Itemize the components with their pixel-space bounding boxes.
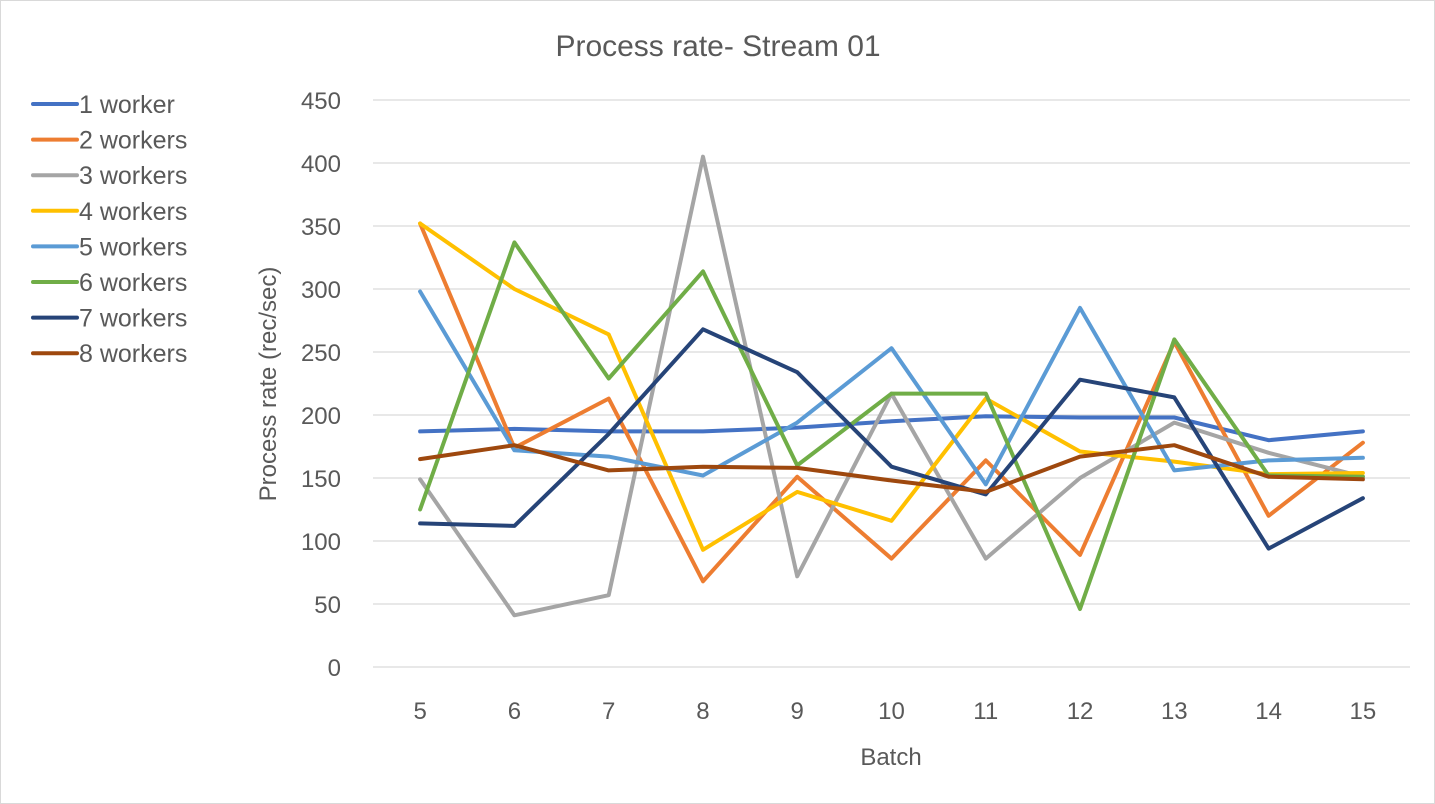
x-tick-label: 14 — [1255, 698, 1282, 725]
chart-title: Process rate- Stream 01 — [555, 30, 880, 63]
y-tick-label: 300 — [301, 277, 341, 304]
legend-item: 6 workers — [31, 269, 187, 297]
legend-label: 3 workers — [79, 162, 187, 190]
series-line-4 — [418, 221, 1365, 552]
y-tick-label: 350 — [301, 214, 341, 241]
x-tick-label: 8 — [696, 698, 709, 725]
x-tick-label: 12 — [1067, 698, 1094, 725]
legend-label: 7 workers — [79, 305, 187, 333]
legend-item: 4 workers — [31, 198, 187, 226]
x-axis-ticks: 5 6 7 8 9 10 11 12 13 14 15 — [413, 698, 1376, 725]
legend-label: 8 workers — [79, 340, 187, 368]
legend-label: 2 workers — [79, 127, 187, 155]
legend-label: 6 workers — [79, 269, 187, 297]
legend-item: 1 worker — [31, 91, 175, 119]
legend: 1 worker 2 workers 3 workers 4 workers 5 wor… — [31, 91, 187, 368]
legend-item: 8 workers — [31, 340, 187, 368]
y-tick-label: 200 — [301, 403, 341, 430]
y-tick-label: 150 — [301, 466, 341, 493]
x-tick-label: 6 — [508, 698, 521, 725]
x-tick-label: 13 — [1161, 698, 1188, 725]
legend-item: 3 workers — [31, 162, 187, 190]
series-line-1 — [418, 414, 1365, 443]
y-tick-label: 0 — [328, 655, 341, 682]
y-tick-label: 400 — [301, 151, 341, 178]
y-axis-ticks: 0 50 100 150 200 250 300 350 400 450 — [301, 88, 341, 682]
x-axis-title: Batch — [860, 744, 921, 771]
x-tick-label: 11 — [973, 698, 998, 725]
series-line-8 — [418, 443, 1365, 494]
series-line-5 — [418, 289, 1365, 487]
y-tick-label: 50 — [314, 592, 341, 619]
y-tick-label: 250 — [301, 340, 341, 367]
series-line-6 — [418, 240, 1365, 611]
x-tick-label: 5 — [413, 698, 426, 725]
y-axis-title: Process rate (rec/sec) — [255, 267, 282, 502]
legend-label: 5 workers — [79, 233, 187, 261]
x-tick-label: 9 — [791, 698, 804, 725]
legend-label: 4 workers — [79, 198, 187, 226]
legend-item: 5 workers — [31, 233, 187, 261]
y-tick-label: 100 — [301, 529, 341, 556]
legend-label: 1 worker — [79, 91, 175, 119]
x-tick-label: 7 — [602, 698, 615, 725]
series-line-2 — [418, 221, 1365, 584]
gridlines — [373, 99, 1410, 668]
series-line-7 — [418, 327, 1365, 551]
x-tick-label: 10 — [878, 698, 905, 725]
legend-item: 7 workers — [31, 305, 187, 333]
legend-item: 2 workers — [31, 127, 187, 155]
y-tick-label: 450 — [301, 88, 341, 115]
x-tick-label: 15 — [1350, 698, 1377, 725]
series-lines — [418, 154, 1365, 618]
